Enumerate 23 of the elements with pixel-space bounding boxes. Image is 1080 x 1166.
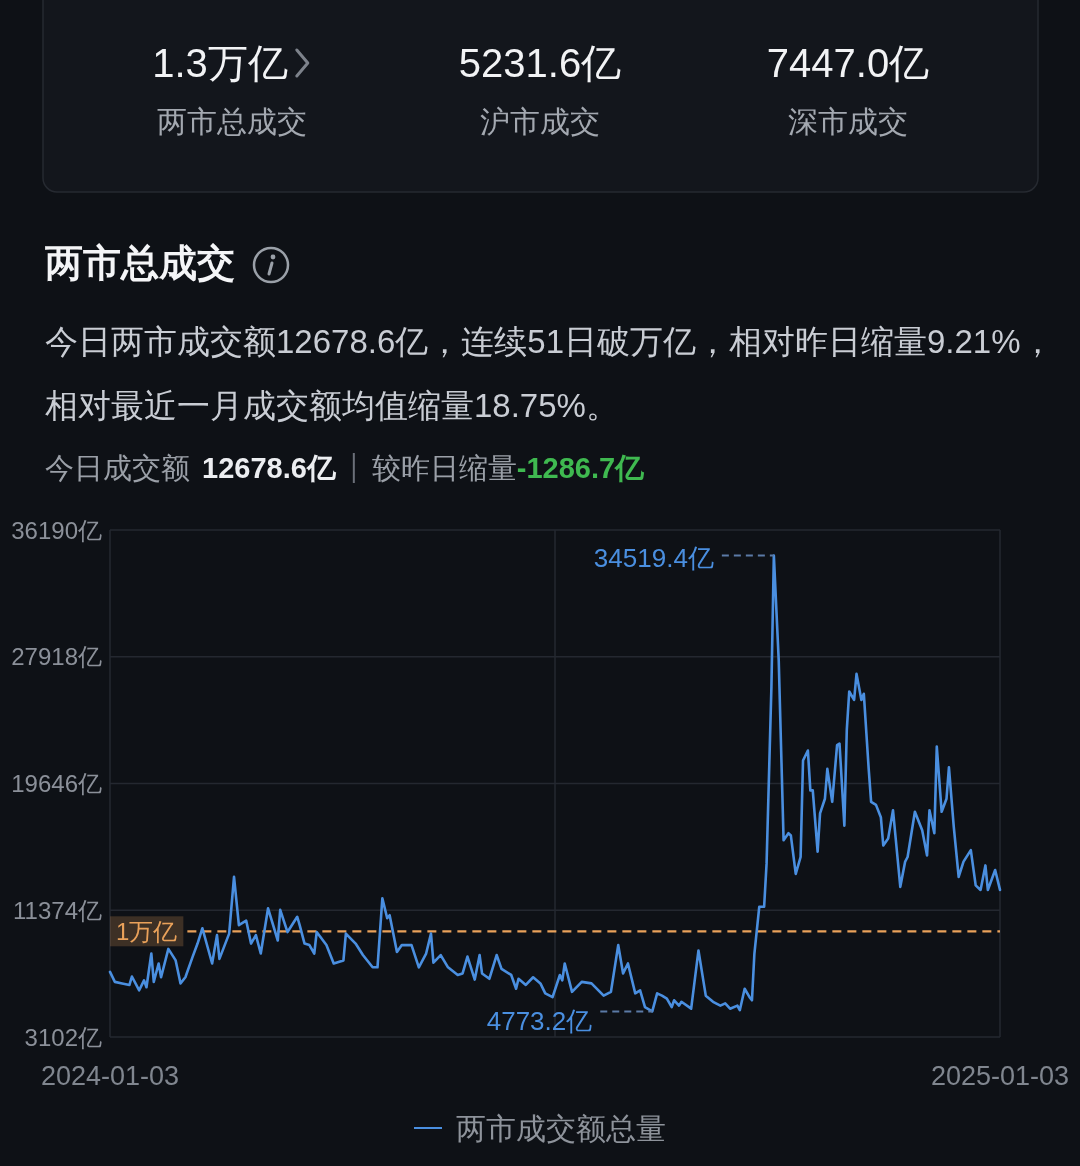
text: -1286.7亿: [516, 452, 646, 484]
text: 1.3万亿: [152, 41, 288, 85]
y-tick-label: 11374亿: [13, 896, 102, 924]
y-tick-label: 19646亿: [11, 770, 102, 797]
x-tick-label: 2025-01-03: [930, 1061, 1070, 1091]
chart-subtitle: 今日两市成交额12678.6亿，连续51日破万亿，相对昨日缩量9.21%，相对最近一月成交额均值缩量18.75%。: [45, 322, 1054, 424]
y-tick-label: 3102亿: [24, 1023, 102, 1051]
ref-line-label: 1万亿: [116, 917, 178, 945]
text: 5231.6亿: [458, 41, 622, 85]
text: 较昨日缩量: [371, 452, 517, 484]
annotation: 34519.4亿: [593, 542, 714, 573]
text: 今日成交额: [45, 452, 190, 484]
legend-label: 两市成交额总量: [456, 1111, 666, 1145]
annotation: 4773.2亿: [486, 1006, 593, 1037]
y-tick-label: 27918亿: [11, 643, 102, 671]
text: 两市总成交: [157, 104, 307, 138]
text: 深市成交: [788, 104, 908, 138]
text: 12678.6亿: [202, 452, 337, 484]
text: 沪市成交: [480, 104, 600, 138]
chart-title: 两市总成交: [44, 242, 235, 284]
y-tick-label: 36190亿: [11, 516, 102, 544]
x-tick-label: 2024-01-03: [40, 1061, 180, 1091]
text: 7447.0亿: [766, 41, 930, 85]
